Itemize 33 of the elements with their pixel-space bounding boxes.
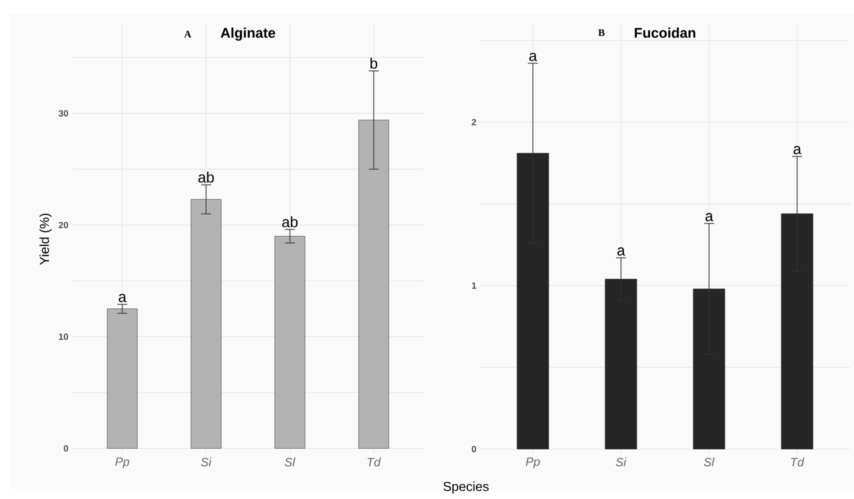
x-tick-label: Sl <box>704 458 715 466</box>
y-tick-label: 0 <box>472 446 476 452</box>
annotation: a <box>118 294 126 302</box>
x-tick-label: Pp <box>115 458 130 468</box>
annotation: a <box>706 213 714 222</box>
bar <box>781 213 814 450</box>
y-tick-label: 1 <box>472 282 476 289</box>
y-tick-label: 30 <box>58 110 68 117</box>
y-tick-label: 2 <box>472 118 476 126</box>
annotation: a <box>529 52 538 62</box>
annotation: b <box>370 58 378 69</box>
chart-title: Fucoidan <box>634 28 696 38</box>
annotation: A <box>184 30 192 38</box>
x-tick-label: Sl <box>284 458 296 466</box>
x-tick-label: Pp <box>526 458 540 468</box>
bar <box>107 308 138 449</box>
y-tick-label: 20 <box>58 222 68 228</box>
y-tick-label: 10 <box>59 334 68 340</box>
x-tick-label: Td <box>368 458 381 466</box>
bar <box>274 236 306 449</box>
x-axis-title: Species <box>443 482 489 494</box>
x-tick-label: Si <box>200 458 212 466</box>
annotation: ab <box>282 216 298 228</box>
chart-title: Alginate <box>220 28 276 41</box>
annotation: a <box>794 146 802 154</box>
annotation: ab <box>198 172 214 183</box>
y-axis-title: Yield (%) <box>39 214 52 265</box>
annotation: a <box>617 247 626 256</box>
x-tick-label: Si <box>616 458 626 466</box>
y-tick-label: 0 <box>64 445 68 452</box>
x-tick-label: Td <box>791 458 804 466</box>
bar <box>516 152 549 450</box>
annotation: B <box>598 29 605 36</box>
